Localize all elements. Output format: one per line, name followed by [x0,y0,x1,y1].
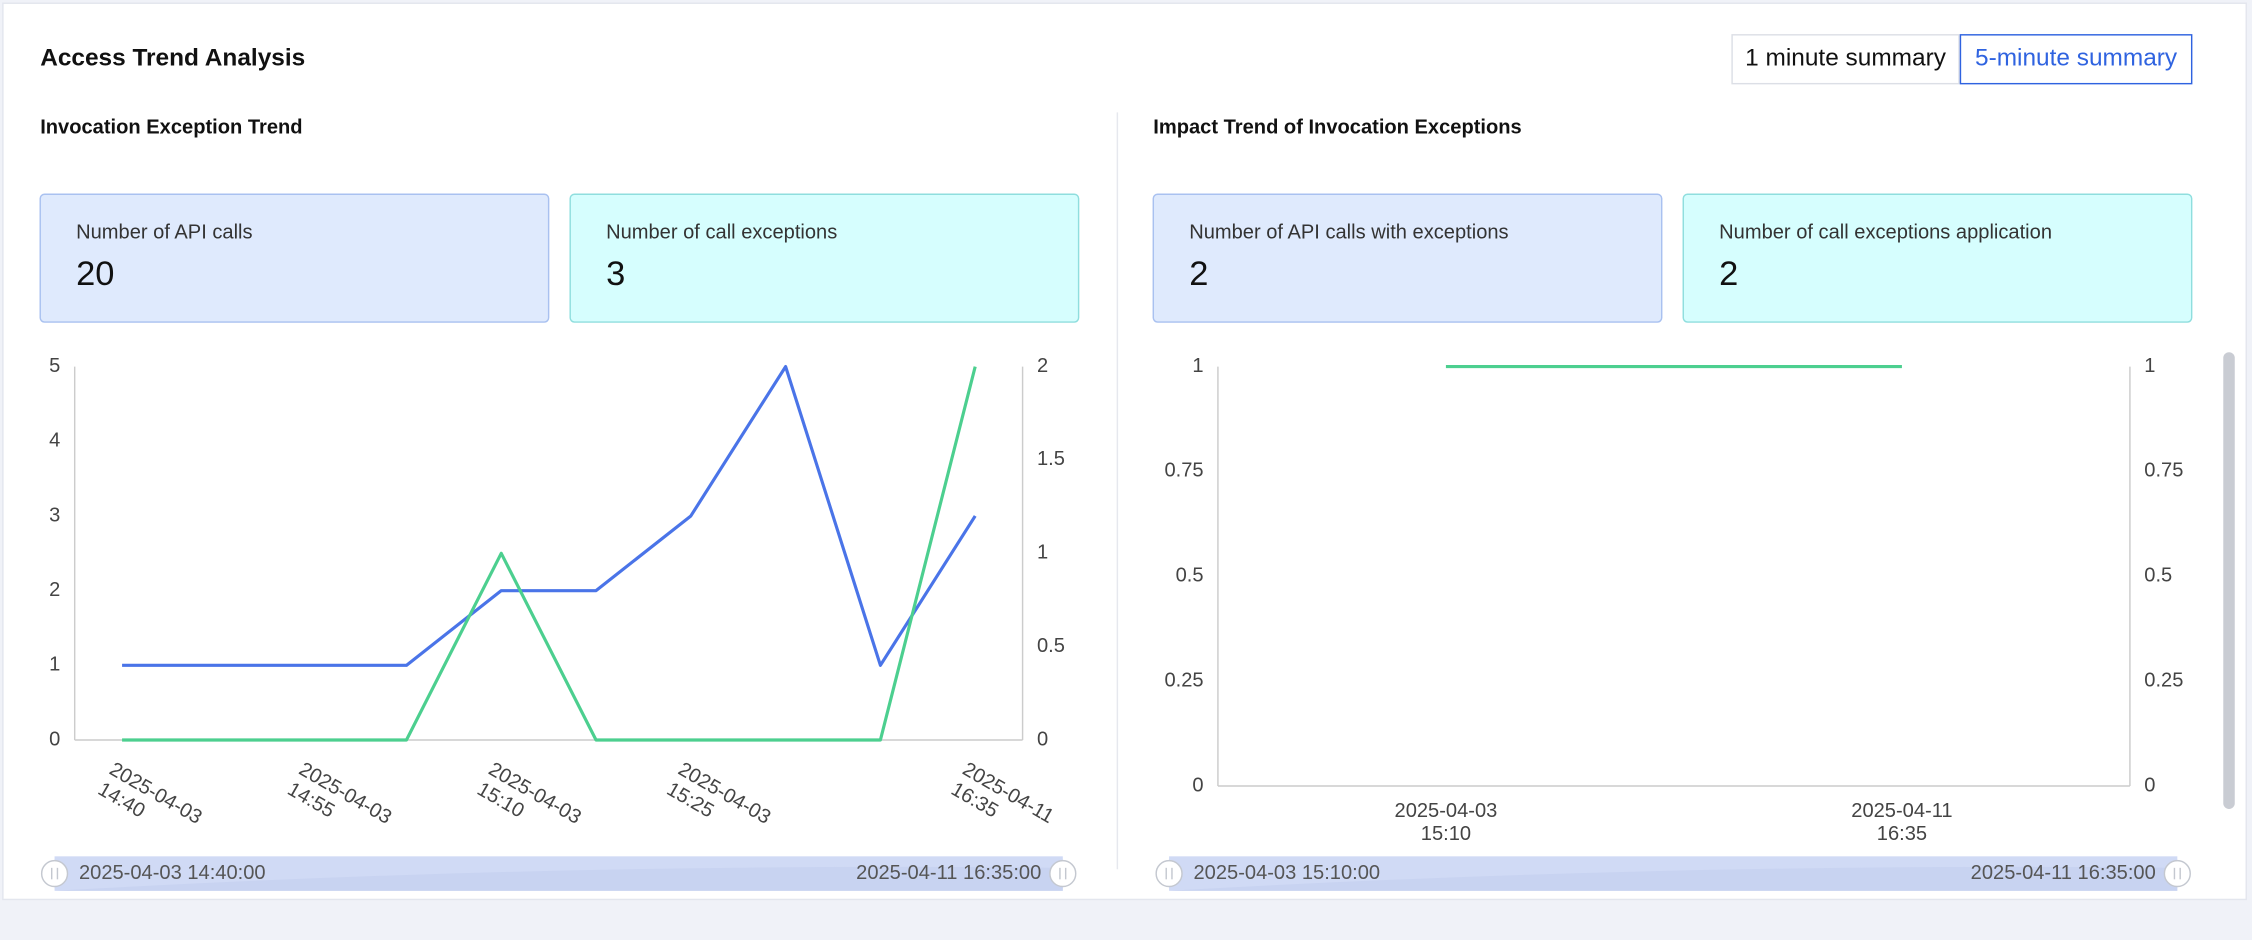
toggle-button-active[interactable] [1959,34,2193,85]
y2-tick-label: 0.5 [1037,635,1065,657]
y-tick-label: 3 [49,504,60,526]
y2-tick-label: 0 [2144,774,2155,796]
y2-tick-label: 1 [2144,355,2155,377]
y2-tick-label: 0.5 [2144,565,2172,587]
panel-title: Invocation Exception Trend [40,116,302,138]
stat-label: Number of API calls [76,221,252,243]
y-tick-label: 0.5 [1176,565,1204,587]
stat-card [1682,193,2193,323]
series-line [122,365,977,667]
zoom-handle[interactable] [40,859,69,888]
panel-title: Impact Trend of Invocation Exceptions [1153,116,1521,138]
y2-tick-label: 1.5 [1037,448,1065,470]
y-tick-label: 0 [1192,774,1203,796]
zoom-start-label: 2025-04-03 15:10:00 [1194,862,1381,884]
stat-value: 2 [1719,255,1738,293]
stat-value: 3 [606,255,625,293]
zoom-shadow [1169,866,2178,891]
zoom-handle[interactable] [1049,859,1077,888]
toggle-button[interactable] [1731,34,1960,85]
y2-tick-label: 2 [1037,355,1048,377]
stat-card [1152,193,1663,323]
zoom-end-label: 2025-04-11 16:35:00 [856,862,1041,884]
zoom-handle[interactable] [2163,859,2191,888]
card [2,2,2247,901]
series-line [122,366,977,742]
y2-tick-label: 0.25 [2144,669,2183,691]
y-tick-label: 4 [49,430,60,452]
stat-card [569,193,1080,323]
zoom-start-label: 2025-04-03 14:40:00 [79,862,266,884]
y2-tick-label: 1 [1037,542,1048,564]
zoom-end-label: 2025-04-11 16:35:00 [1971,862,2156,884]
zoom-shadow [54,866,1063,891]
zoom-handle[interactable] [1155,859,1183,888]
y2-tick-label: 0 [1037,728,1048,750]
stat-label: Number of call exceptions [606,221,837,243]
y-tick-label: 5 [49,355,60,377]
toggle-button-label[interactable]: 5-minute summary [1975,45,2178,72]
stat-label: Number of API calls with exceptions [1189,221,1508,243]
y-tick-label: 1 [49,654,60,676]
page-title: Access Trend Analysis [40,45,305,72]
stat-value: 2 [1189,255,1208,293]
y-tick-label: 0.75 [1164,460,1203,482]
stat-label: Number of call exceptions application [1719,221,2052,243]
y-tick-label: 0 [49,728,60,750]
y-tick-label: 1 [1192,355,1203,377]
y-tick-label: 2 [49,579,60,601]
scrollbar[interactable] [2223,352,2235,809]
y2-tick-label: 0.75 [2144,460,2183,482]
stat-value: 20 [76,255,114,293]
stat-card [39,193,550,323]
toggle-button-label[interactable]: 1 minute summary [1745,45,1947,72]
y-tick-label: 0.25 [1164,669,1203,691]
